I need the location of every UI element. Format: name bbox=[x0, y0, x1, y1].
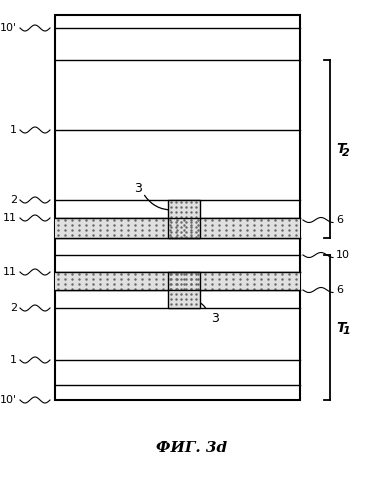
Text: 10': 10' bbox=[0, 23, 17, 33]
Text: 11: 11 bbox=[3, 267, 17, 277]
Text: 1: 1 bbox=[10, 355, 17, 365]
Text: 2: 2 bbox=[10, 303, 17, 313]
Text: 3: 3 bbox=[134, 182, 142, 195]
Text: 1: 1 bbox=[342, 326, 350, 336]
Text: T: T bbox=[336, 320, 345, 334]
Text: 1: 1 bbox=[10, 125, 17, 135]
Bar bbox=[168, 272, 200, 308]
Text: 2: 2 bbox=[342, 148, 350, 158]
Bar bbox=[55, 15, 300, 400]
Bar bbox=[55, 218, 300, 238]
Bar bbox=[168, 200, 200, 238]
Text: 6: 6 bbox=[336, 215, 343, 225]
Text: 2: 2 bbox=[10, 195, 17, 205]
Text: 6: 6 bbox=[336, 285, 343, 295]
Text: 10: 10 bbox=[336, 250, 350, 260]
Text: T: T bbox=[336, 142, 345, 156]
Bar bbox=[55, 272, 300, 290]
Text: 11: 11 bbox=[3, 213, 17, 223]
Text: ФИГ. 3d: ФИГ. 3d bbox=[156, 441, 227, 455]
Text: 10': 10' bbox=[0, 395, 17, 405]
Text: 3: 3 bbox=[211, 311, 219, 324]
